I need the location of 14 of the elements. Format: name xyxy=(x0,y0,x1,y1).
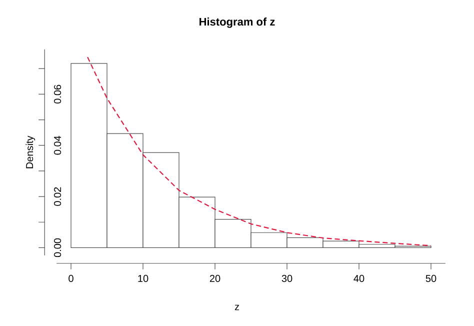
y-axis-title: Density xyxy=(26,136,36,168)
x-tick-label: 10 xyxy=(138,274,148,282)
line-series xyxy=(87,56,432,246)
chart-title: Histogram of z xyxy=(200,18,275,28)
y-tick-label: 0.00 xyxy=(54,238,62,258)
x-tick-label: 50 xyxy=(426,274,436,282)
x-tick-label: 30 xyxy=(282,274,292,282)
x-tick-label: 20 xyxy=(210,274,220,282)
y-tick-label: 0.02 xyxy=(54,187,62,206)
y-tick-label: 0.06 xyxy=(54,84,62,104)
x-tick-label: 40 xyxy=(354,274,364,282)
y-tick-label: 0.04 xyxy=(54,136,62,155)
x-tick-label: 0 xyxy=(68,274,74,282)
x-axis-title: z xyxy=(234,304,239,310)
